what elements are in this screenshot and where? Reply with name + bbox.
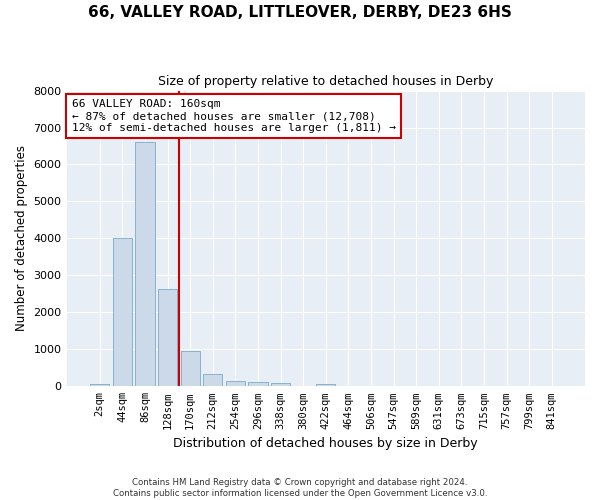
X-axis label: Distribution of detached houses by size in Derby: Distribution of detached houses by size … [173, 437, 478, 450]
Bar [181, 351, 200, 386]
Bar [90, 384, 109, 386]
Bar [203, 374, 223, 386]
Bar [136, 142, 155, 386]
Title: Size of property relative to detached houses in Derby: Size of property relative to detached ho… [158, 75, 493, 88]
Bar [226, 382, 245, 386]
Text: 66, VALLEY ROAD, LITTLEOVER, DERBY, DE23 6HS: 66, VALLEY ROAD, LITTLEOVER, DERBY, DE23… [88, 5, 512, 20]
Bar [271, 384, 290, 386]
Y-axis label: Number of detached properties: Number of detached properties [15, 146, 28, 332]
Bar [248, 382, 268, 386]
Bar [158, 290, 177, 386]
Bar [113, 238, 132, 386]
Bar [316, 384, 335, 386]
Text: 66 VALLEY ROAD: 160sqm
← 87% of detached houses are smaller (12,708)
12% of semi: 66 VALLEY ROAD: 160sqm ← 87% of detached… [72, 100, 396, 132]
Text: Contains HM Land Registry data © Crown copyright and database right 2024.
Contai: Contains HM Land Registry data © Crown c… [113, 478, 487, 498]
